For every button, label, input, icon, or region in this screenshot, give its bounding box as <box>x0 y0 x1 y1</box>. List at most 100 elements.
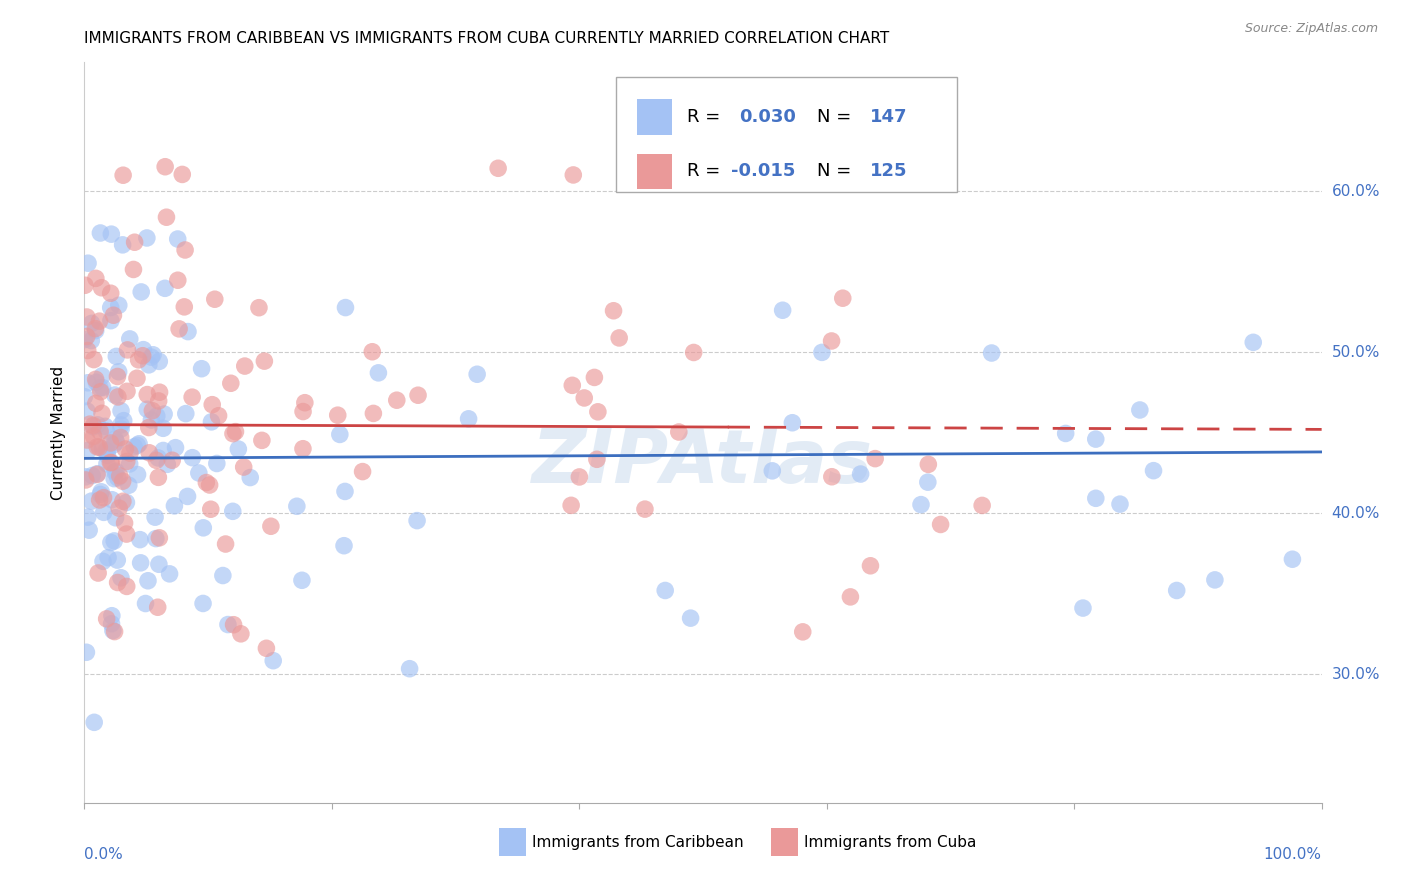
Point <box>82 419 104 434</box>
Point <box>94 443 117 458</box>
Point <box>131 349 153 363</box>
Point <box>84 375 107 389</box>
Point <box>574 391 596 405</box>
Point <box>129 285 152 299</box>
Point <box>148 385 170 400</box>
Point <box>148 393 170 408</box>
Point <box>77 523 100 537</box>
Point <box>100 301 122 315</box>
Point <box>361 344 384 359</box>
Point <box>118 446 141 460</box>
Point <box>111 474 134 488</box>
Point <box>917 458 939 472</box>
Point <box>89 381 111 395</box>
Point <box>93 505 115 519</box>
Point <box>201 398 224 412</box>
Point <box>89 487 111 501</box>
Point <box>118 332 141 346</box>
Point <box>82 468 104 483</box>
Point <box>333 484 356 499</box>
Point <box>136 574 159 588</box>
Point <box>103 472 125 486</box>
Point <box>122 440 145 454</box>
Point <box>668 425 690 439</box>
Point <box>1281 552 1303 566</box>
Point <box>76 433 98 447</box>
Text: Immigrants from Cuba: Immigrants from Cuba <box>804 835 977 849</box>
Point <box>96 449 118 463</box>
Point <box>156 458 179 472</box>
Point <box>96 457 118 471</box>
Point <box>107 471 129 485</box>
Point <box>167 322 190 336</box>
Bar <box>637 153 672 189</box>
Text: R =: R = <box>688 108 725 127</box>
Point <box>107 365 129 379</box>
Point <box>128 352 150 367</box>
Point <box>333 539 356 553</box>
Point <box>910 498 932 512</box>
Point <box>146 450 169 465</box>
Point <box>96 612 118 626</box>
Y-axis label: Currently Married: Currently Married <box>51 366 66 500</box>
Point <box>634 502 657 516</box>
Point <box>90 384 112 399</box>
Point <box>1166 583 1188 598</box>
Point <box>100 436 122 450</box>
Point <box>135 231 157 245</box>
Point <box>849 467 872 481</box>
Point <box>602 303 624 318</box>
Point <box>160 453 183 467</box>
Bar <box>770 828 799 856</box>
Point <box>859 558 882 573</box>
Point <box>217 617 239 632</box>
Point <box>93 491 115 505</box>
Point <box>96 444 118 458</box>
Point <box>86 467 108 482</box>
Point <box>129 556 152 570</box>
Point <box>145 532 167 546</box>
Point <box>831 291 853 305</box>
Point <box>79 417 101 431</box>
Point <box>101 492 124 507</box>
Point <box>114 442 136 456</box>
Point <box>1241 335 1264 350</box>
Point <box>782 416 804 430</box>
Point <box>792 624 814 639</box>
Point <box>115 454 138 468</box>
Text: N =: N = <box>817 162 856 180</box>
Point <box>105 435 128 450</box>
Point <box>100 286 122 301</box>
Point <box>166 232 188 246</box>
Text: 60.0%: 60.0% <box>1331 184 1381 199</box>
Point <box>87 566 110 580</box>
Point <box>84 396 107 410</box>
Point <box>586 452 609 467</box>
Point <box>100 227 122 242</box>
Point <box>110 571 132 585</box>
Point <box>136 402 159 417</box>
Point <box>821 469 844 483</box>
Point <box>101 624 124 638</box>
Point <box>80 334 103 348</box>
Point <box>96 424 118 438</box>
Point <box>76 329 98 343</box>
Point <box>291 442 314 456</box>
Point <box>247 301 270 315</box>
Point <box>232 460 254 475</box>
Point <box>195 475 218 490</box>
Point <box>1054 426 1077 441</box>
Point <box>292 404 315 418</box>
Point <box>141 413 163 427</box>
Point <box>124 235 146 250</box>
Text: 50.0%: 50.0% <box>1331 344 1379 359</box>
Point <box>233 359 256 373</box>
Point <box>1084 432 1107 446</box>
Point <box>107 390 129 404</box>
Text: 0.030: 0.030 <box>740 108 796 127</box>
Point <box>77 376 100 390</box>
Point <box>465 368 488 382</box>
Point <box>122 262 145 277</box>
Point <box>148 558 170 572</box>
Point <box>118 478 141 492</box>
